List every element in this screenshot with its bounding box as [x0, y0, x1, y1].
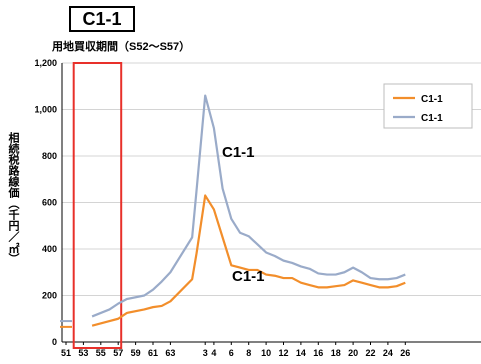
x-tick-label: 20: [348, 348, 358, 358]
y-tick-label: 1,200: [34, 58, 57, 68]
x-tick-label: 18: [331, 348, 341, 358]
y-tick-label: 600: [42, 198, 57, 208]
x-tick-label: 24: [383, 348, 393, 358]
x-tick-label: 53: [78, 348, 88, 358]
y-tick-label: 800: [42, 151, 57, 161]
x-tick-label: 14: [296, 348, 306, 358]
series-line: [91, 194, 406, 327]
x-tick-label: 55: [96, 348, 106, 358]
x-tick-label: 57: [113, 348, 123, 358]
x-tick-label: 4: [211, 348, 216, 358]
y-tick-label: 1,000: [34, 105, 57, 115]
x-tick-label: 63: [165, 348, 175, 358]
x-tick-label: 16: [313, 348, 323, 358]
x-tick-label: 51: [61, 348, 71, 358]
x-tick-label: 59: [131, 348, 141, 358]
x-tick-label: 22: [365, 348, 375, 358]
x-tick-label: 6: [229, 348, 234, 358]
x-tick-label: 10: [261, 348, 271, 358]
y-tick-label: 0: [52, 337, 57, 347]
legend-label: C1-1: [421, 113, 443, 124]
y-tick-label: 200: [42, 291, 57, 301]
annotation-label: C1-1: [232, 268, 265, 285]
annotation-label: C1-1: [222, 144, 255, 161]
x-tick-label: 61: [148, 348, 158, 358]
legend-box: [383, 83, 473, 129]
legend-label: C1-1: [421, 94, 443, 105]
chart-subtitle: 用地買収期間（S52～S57）: [52, 41, 191, 53]
x-tick-label: 26: [400, 348, 410, 358]
x-tick-label: 8: [246, 348, 251, 358]
acquisition-period-box: [72, 62, 123, 349]
x-tick-label: 12: [278, 348, 288, 358]
series-line: [91, 94, 406, 318]
x-tick-label: 3: [203, 348, 208, 358]
legend: C1-1 C1-1: [383, 83, 473, 129]
y-axis-label: 相続税路線価（千円／㎡）: [7, 132, 19, 264]
y-tick-label: 400: [42, 244, 57, 254]
chart-title: C1-1: [69, 6, 135, 32]
